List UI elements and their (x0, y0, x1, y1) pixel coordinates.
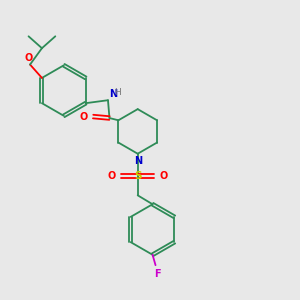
Text: H: H (115, 88, 121, 97)
Text: O: O (108, 171, 116, 181)
Text: O: O (159, 171, 168, 181)
Text: S: S (134, 171, 142, 181)
Text: F: F (154, 269, 160, 279)
Text: N: N (134, 156, 143, 166)
Text: O: O (80, 112, 88, 122)
Text: O: O (24, 53, 33, 63)
Text: N: N (110, 89, 118, 99)
